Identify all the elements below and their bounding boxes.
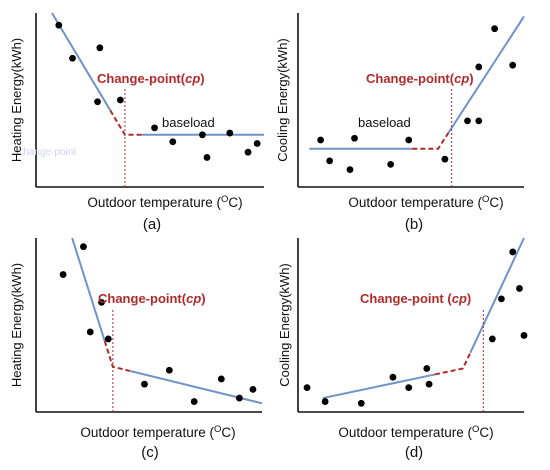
x-axis-label: Outdoor temperature (OC)	[338, 424, 493, 440]
x-axis-label: Outdoor temperature (OC)	[80, 424, 235, 440]
data-point	[351, 134, 358, 142]
change-point-segment	[412, 132, 450, 150]
data-point	[464, 117, 471, 125]
data-point	[321, 398, 329, 405]
x-axis-label: Outdoor temperature (OC)	[348, 194, 503, 210]
data-point	[509, 248, 517, 256]
data-point	[475, 117, 483, 125]
change-point-label: Change-point(cp)	[98, 291, 206, 306]
ghost-text: Change-point	[16, 147, 76, 158]
fit-line-right	[469, 237, 525, 354]
data-point	[226, 129, 234, 137]
data-point	[80, 243, 87, 251]
data-point	[151, 124, 158, 132]
data-point	[441, 155, 449, 163]
data-point	[217, 375, 225, 383]
change-point-label: Change-point(cp)	[366, 71, 474, 86]
data-point	[326, 157, 334, 165]
data-point	[59, 271, 67, 278]
data-point	[86, 328, 94, 336]
data-point	[491, 25, 499, 33]
data-point	[249, 385, 257, 393]
baseload-label: baseload	[358, 115, 411, 130]
panel-label: (c)	[141, 444, 159, 461]
data-point	[116, 96, 124, 104]
data-point	[169, 138, 177, 146]
data-point	[199, 131, 206, 139]
data-point	[405, 136, 413, 144]
panel-label: (d)	[405, 444, 423, 461]
data-point	[141, 380, 148, 388]
data-point	[244, 148, 252, 156]
change-point-segment	[434, 352, 472, 376]
panel-label: (b)	[405, 216, 423, 233]
fit-line-left	[322, 373, 436, 400]
data-point	[520, 332, 528, 339]
data-point	[475, 63, 483, 71]
data-point	[165, 366, 173, 374]
panel-label: (a)	[143, 216, 161, 233]
y-axis-label: Heating Energy(kWh)	[9, 263, 24, 387]
data-point	[357, 399, 365, 407]
y-axis-label: Heating Energy(kWh)	[9, 38, 24, 162]
y-axis-label: Cooling Energy(kWh)	[275, 38, 290, 162]
data-point	[346, 166, 354, 174]
data-point	[253, 140, 261, 147]
data-point	[498, 295, 505, 303]
y-axis-label: Cooling Energy(kWh)	[277, 263, 292, 387]
fit-line-right	[447, 15, 525, 134]
data-point	[405, 384, 413, 392]
baseload-label: baseload	[162, 115, 215, 130]
data-point	[488, 335, 496, 343]
change-point-segment	[109, 109, 142, 136]
data-point	[389, 373, 397, 381]
fit-line-left	[51, 12, 112, 111]
data-point	[55, 21, 63, 29]
data-point	[104, 335, 112, 343]
data-point	[96, 44, 104, 52]
change-point-label: Change-point(cp)	[97, 71, 205, 86]
data-point	[94, 98, 101, 106]
x-axis-label: Outdoor temperature (OC)	[87, 194, 242, 210]
data-point	[516, 285, 523, 292]
data-point	[203, 154, 211, 161]
data-point	[69, 54, 76, 62]
data-point	[190, 398, 198, 405]
data-point	[98, 298, 105, 306]
data-point	[236, 394, 243, 402]
change-point-label: Change-point (cp)	[360, 291, 471, 306]
fit-line-left	[71, 237, 106, 342]
change-point-segment	[103, 340, 131, 373]
data-point	[423, 365, 431, 372]
data-point	[317, 136, 324, 144]
data-point	[303, 384, 311, 392]
data-point	[509, 61, 517, 69]
data-point	[387, 160, 395, 168]
data-point	[425, 380, 433, 388]
